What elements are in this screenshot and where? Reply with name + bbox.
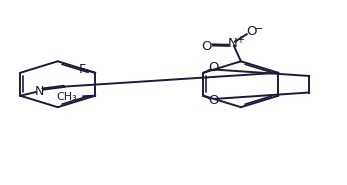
Text: F: F — [78, 63, 86, 76]
Text: +: + — [236, 35, 244, 45]
Text: O: O — [246, 25, 256, 38]
Text: N: N — [227, 37, 237, 50]
Text: N: N — [35, 85, 44, 98]
Text: O: O — [208, 94, 218, 107]
Text: −: − — [254, 24, 263, 34]
Text: O: O — [201, 40, 212, 53]
Text: O: O — [208, 61, 218, 74]
Text: CH₃: CH₃ — [57, 92, 77, 102]
